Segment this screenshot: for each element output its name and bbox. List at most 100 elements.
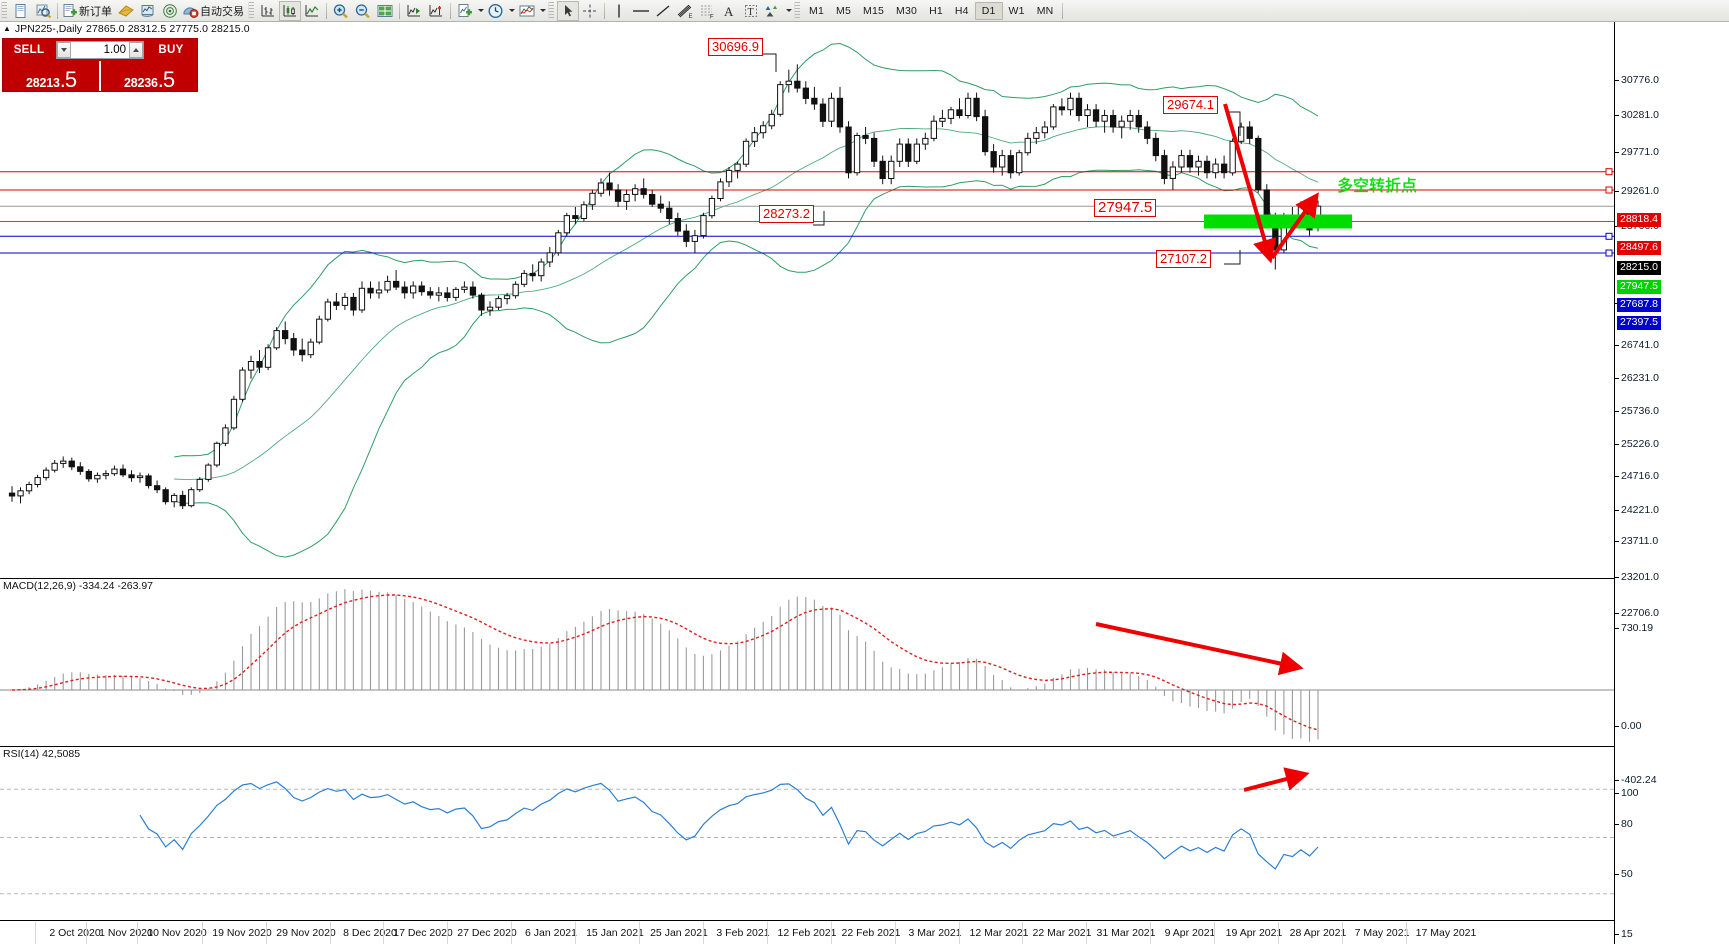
rsi-canvas[interactable] [0, 748, 1614, 920]
tab-timeframe-h4[interactable]: H4 [954, 4, 969, 17]
tab-timeframe-mn[interactable]: MN [1036, 4, 1054, 17]
price-axis[interactable]: 30776.030281.029771.029261.028766.027251… [1614, 22, 1729, 944]
chart-collapse-icon[interactable]: ▲ [3, 24, 11, 33]
toolbar-grip-3[interactable] [548, 2, 554, 19]
tile-windows-icon[interactable] [374, 1, 396, 21]
price-level-27947[interactable]: 27947.5 [1617, 280, 1661, 294]
time-axis[interactable]: 2 Oct 2020 1 Nov 2020 10 Nov 2020 19 Nov 20… [0, 920, 1614, 944]
period-chevron-down-icon[interactable] [507, 1, 516, 21]
buy-button[interactable]: 28236 .5 [101, 69, 197, 91]
indicators-icon[interactable] [454, 1, 476, 21]
price-level-28497[interactable]: 28497.6 [1617, 241, 1661, 255]
tab-timeframe-m30[interactable]: M30 [896, 4, 918, 17]
volume-decrement-button[interactable] [57, 42, 71, 58]
price-level-handle[interactable] [1605, 186, 1613, 194]
equidistant-channel-icon[interactable]: E [674, 1, 696, 21]
zoom-in-icon[interactable] [330, 1, 352, 21]
candlestick [1110, 109, 1117, 133]
support-zone-highlight[interactable] [1204, 214, 1352, 229]
macd-trend-arrow[interactable] [1095, 622, 1304, 676]
horizontal-line-icon[interactable] [630, 1, 652, 21]
annotation-29674[interactable]: 29674.1 [1163, 96, 1218, 114]
tab-timeframe-h1[interactable]: H1 [929, 4, 943, 17]
candlestick [179, 490, 186, 510]
time-axis-label: 22 Mar 2021 [1032, 927, 1092, 939]
time-axis-label: 2 Oct 2020 [49, 927, 101, 939]
tab-timeframe-w1[interactable]: W1 [1008, 4, 1025, 17]
rsi-trend-arrow[interactable] [1243, 767, 1310, 792]
fibonacci-retracement-icon[interactable]: F [696, 1, 718, 21]
sell-button[interactable]: 28213 .5 [3, 69, 99, 91]
tab-timeframe-m5[interactable]: M5 [836, 4, 851, 17]
candlestick-chart-icon[interactable] [279, 0, 301, 21]
candlestick [717, 178, 724, 202]
toolbar-grip-2[interactable] [248, 2, 254, 19]
tab-timeframe-m1[interactable]: M1 [809, 4, 824, 17]
text-label-icon[interactable]: T [740, 1, 762, 21]
price-chart-canvas[interactable] [0, 36, 1614, 599]
volume-stepper[interactable]: 1.00 [56, 41, 144, 59]
volume-input[interactable]: 1.00 [103, 44, 126, 56]
templates-icon[interactable] [516, 1, 538, 21]
shapes-icon[interactable] [762, 1, 784, 21]
candlestick [205, 463, 212, 482]
candlestick [495, 295, 502, 310]
toolbar-separator-6 [604, 2, 605, 19]
candle-body [563, 215, 571, 234]
trendline-icon[interactable] [652, 1, 674, 21]
crosshair-icon[interactable] [579, 1, 601, 21]
candlestick [247, 355, 255, 379]
autotrading-button[interactable]: 自动交易 [181, 1, 247, 21]
price-level-28215[interactable]: 28215.0 [1617, 261, 1661, 275]
price-level-27397[interactable]: 27397.5 [1617, 316, 1661, 330]
expert-advisors-icon[interactable] [115, 1, 137, 21]
tab-timeframe-d1[interactable]: D1 [974, 1, 1003, 20]
time-axis-separator [383, 922, 384, 944]
price-axis-tick [1615, 345, 1619, 346]
toolbar-grip[interactable] [1, 2, 7, 19]
bar-chart-icon[interactable] [257, 1, 279, 21]
macd-canvas[interactable] [0, 580, 1614, 746]
shapes-chevron-down-icon[interactable] [784, 1, 793, 21]
tab-timeframe-m15[interactable]: M15 [863, 4, 885, 17]
price-level-28818[interactable]: 28818.4 [1617, 213, 1661, 227]
toolbar-grip-4[interactable] [794, 2, 800, 19]
templates-chevron-down-icon[interactable] [538, 1, 547, 21]
period-icon[interactable] [485, 1, 507, 21]
up-arrow-annotation[interactable] [1270, 192, 1319, 260]
new-chart-icon[interactable] [10, 1, 32, 21]
text-icon[interactable]: A [718, 1, 740, 21]
main-toolbar: 新订单 自动交易 [0, 0, 1729, 22]
annotation-27947[interactable]: 27947.5 [1094, 199, 1157, 217]
data-window-icon[interactable] [137, 1, 159, 21]
candlestick [375, 281, 383, 299]
annotation-chinese-note[interactable]: 多空转折点 [1337, 176, 1418, 195]
line-chart-icon[interactable] [301, 1, 323, 21]
candle-body [742, 140, 750, 165]
annotation-27107[interactable]: 27107.2 [1156, 250, 1211, 268]
price-level-handle[interactable] [1605, 232, 1613, 240]
price-level-handle[interactable] [1605, 168, 1613, 176]
candlestick [503, 292, 511, 305]
time-axis-separator [703, 922, 704, 944]
navigator-icon[interactable] [159, 1, 181, 21]
annotation-high-30696[interactable]: 30696.9 [708, 38, 763, 56]
annotation-28273[interactable]: 28273.2 [759, 205, 814, 223]
price-level-handle[interactable] [1605, 249, 1613, 257]
profiles-icon[interactable] [32, 1, 54, 21]
volume-increment-button[interactable] [129, 42, 143, 58]
chart-shift-icon[interactable] [425, 1, 447, 21]
auto-scroll-icon[interactable] [403, 1, 425, 21]
cursor-icon[interactable] [557, 0, 579, 21]
candlestick [1101, 109, 1108, 133]
down-arrow-annotation[interactable] [1223, 103, 1277, 264]
vertical-line-icon[interactable] [608, 1, 630, 21]
candlestick [324, 298, 332, 322]
candlestick [845, 121, 852, 179]
candlestick [469, 281, 477, 299]
zoom-out-icon[interactable] [352, 1, 374, 21]
time-axis-label: 12 Feb 2021 [777, 927, 837, 939]
indicators-chevron-down-icon[interactable] [476, 1, 485, 21]
price-level-27687[interactable]: 27687.8 [1617, 298, 1661, 312]
new-order-button[interactable]: 新订单 [61, 1, 115, 21]
